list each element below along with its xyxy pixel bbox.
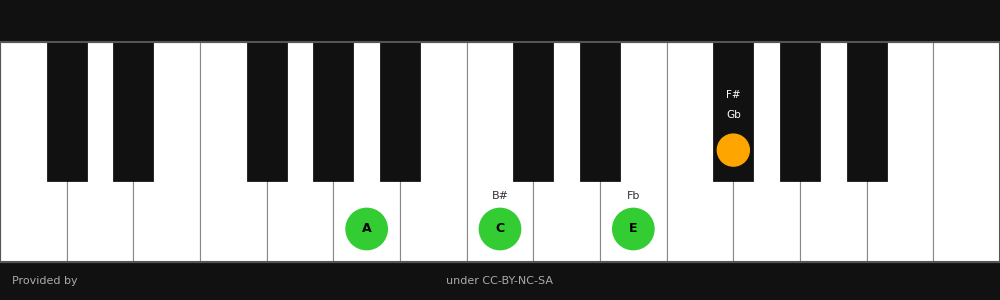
Bar [313,42,353,181]
Circle shape [717,134,749,166]
Text: A: A [362,223,371,236]
Circle shape [479,208,521,250]
Bar [733,42,800,262]
Bar [580,42,620,181]
Bar [67,42,133,262]
Bar [933,42,1000,262]
Text: under CC-BY-NC-SA: under CC-BY-NC-SA [446,276,554,286]
Bar [467,42,533,262]
Bar [600,42,667,262]
Bar [400,42,467,262]
Bar [780,42,820,181]
Bar [200,42,267,262]
Bar [713,42,753,181]
Bar [0,42,67,262]
Text: Gb: Gb [726,110,741,121]
Bar [113,42,153,181]
Bar [800,42,867,262]
Text: C: C [495,223,505,236]
Bar [533,42,600,262]
Text: E: E [629,223,638,236]
Circle shape [346,208,387,250]
Bar [867,42,933,262]
Bar [247,42,287,181]
Bar [267,42,333,262]
Text: F#: F# [726,90,741,100]
Text: Fb: Fb [627,191,640,201]
Bar [47,42,87,181]
Circle shape [613,208,654,250]
Bar [847,42,887,181]
Bar [667,42,733,262]
Bar [513,42,553,181]
Bar [333,42,400,262]
Bar [0,42,1000,262]
Text: B#: B# [492,191,509,201]
Bar [133,42,200,262]
Bar [380,42,420,181]
Text: Provided by: Provided by [12,276,78,286]
